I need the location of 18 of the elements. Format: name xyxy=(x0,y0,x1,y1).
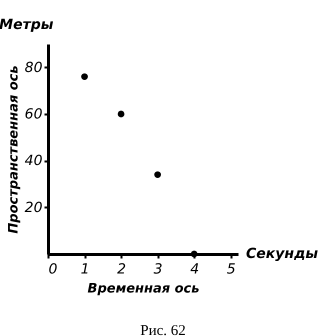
y-tick-label: 60 xyxy=(24,106,43,122)
point xyxy=(154,171,161,178)
text: Секунды xyxy=(246,246,318,262)
text: Рис. 62 xyxy=(140,323,186,336)
x-tick-label: 4 xyxy=(190,262,200,278)
x-tick-label: 1 xyxy=(80,262,90,278)
point xyxy=(190,250,198,258)
x-tick-label: 2 xyxy=(117,262,126,278)
x-tick-label: 5 xyxy=(226,262,236,278)
y-axis-title: Пространственная ось xyxy=(6,65,22,234)
point xyxy=(81,73,88,80)
y-tick-label: 40 xyxy=(24,153,43,170)
x-axis-title: Временная ось xyxy=(88,282,200,296)
point xyxy=(118,110,124,118)
y-tick-label: 80 xyxy=(24,60,43,76)
y-tick-label: 20 xyxy=(24,200,43,216)
x-tick-label: 0 xyxy=(48,262,58,278)
x-tick-label: 3 xyxy=(154,262,163,278)
